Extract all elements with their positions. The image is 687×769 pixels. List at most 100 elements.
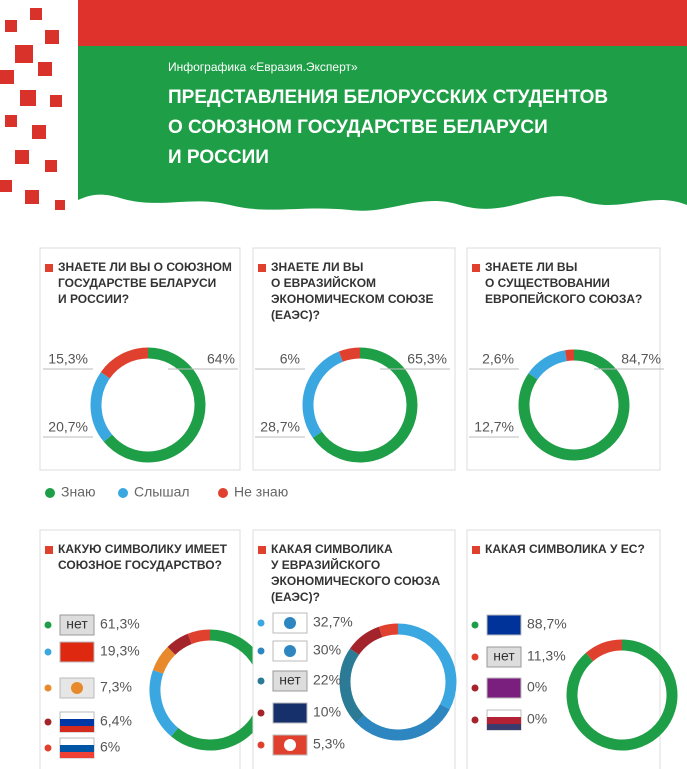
- donut-segment: [302, 351, 344, 438]
- question-title: О СУЩЕСТВОВАНИИ: [485, 276, 610, 290]
- donut-segment: [566, 639, 678, 751]
- title-marker: [45, 546, 53, 554]
- question-title: ЭКОНОМИЧЕСКОМ СОЮЗЕ: [271, 292, 434, 306]
- donut-segment: [339, 648, 365, 723]
- legend-dot: [257, 741, 265, 749]
- flag-emblem: [284, 645, 296, 657]
- donut-segment: [312, 347, 418, 463]
- legend-dot: [471, 716, 479, 724]
- donut-segment: [518, 349, 630, 461]
- donut-segment: [338, 347, 361, 362]
- value-label: 30%: [313, 642, 341, 658]
- badge: [272, 670, 308, 692]
- question-title: ГОСУДАРСТВЕ БЕЛАРУСИ: [58, 276, 216, 290]
- value-label: 0%: [527, 679, 547, 695]
- title-marker: [258, 264, 266, 272]
- question-title: КАКАЯ СИМВОЛИКА: [271, 542, 393, 556]
- question-title: ЕВРОПЕЙСКОГО СОЮЗА?: [485, 291, 642, 306]
- legend-dot: [44, 684, 52, 692]
- legend-dot: [257, 709, 265, 717]
- title: И РОССИИ: [168, 147, 269, 168]
- title-marker: [258, 546, 266, 554]
- legend-label: Не знаю: [234, 484, 288, 500]
- question-title: И РОССИИ?: [58, 292, 129, 306]
- flag-green-band: [78, 46, 687, 211]
- value-label: 20,7%: [48, 419, 88, 435]
- value-label: 28,7%: [260, 419, 300, 435]
- donut-segment: [528, 350, 568, 380]
- flag-stripe: [487, 724, 521, 730]
- value-label: 32,7%: [313, 614, 353, 630]
- legend-dot: [118, 488, 128, 498]
- flag-emblem: [498, 682, 510, 694]
- question-title: СОЮЗНОЕ ГОСУДАРСТВО?: [58, 558, 222, 572]
- flag-stripe: [60, 752, 94, 758]
- flag-stripe: [60, 719, 94, 726]
- question-title: КАКАЯ СИМВОЛИКА У ЕС?: [485, 542, 645, 556]
- question-title: ЗНАЕТЕ ЛИ ВЫ: [485, 260, 577, 274]
- donut-segment: [152, 646, 176, 674]
- donut-segment: [356, 703, 450, 741]
- question-title: У ЕВРАЗИЙСКОГО: [271, 557, 380, 572]
- flag-emblem: [284, 707, 296, 719]
- legend-label: Слышал: [134, 484, 190, 500]
- flag-stripe: [487, 717, 521, 724]
- title: О СОЮЗНОМ ГОСУДАРСТВЕ БЕЛАРУСИ: [168, 117, 548, 138]
- flag-emblem: [71, 646, 83, 658]
- legend-dot: [257, 677, 265, 685]
- value-label: 64%: [207, 351, 235, 367]
- value-label: 61,3%: [100, 616, 140, 632]
- legend-dot: [45, 488, 55, 498]
- flag-emblem: [284, 739, 296, 751]
- value-label: 11,3%: [527, 648, 566, 664]
- value-label: 5,3%: [313, 736, 345, 752]
- legend-dot: [257, 619, 265, 627]
- value-label: 0%: [527, 711, 547, 727]
- legend-dot: [471, 653, 479, 661]
- donut-segment: [187, 629, 211, 645]
- value-label: 2,6%: [482, 351, 514, 367]
- value-label: 88,7%: [527, 616, 567, 632]
- question-title: (ЕАЭС)?: [271, 308, 320, 322]
- title-marker: [472, 264, 480, 272]
- donut-segment: [397, 623, 457, 710]
- subtitle: Инфографика «Евразия.Эксперт»: [168, 60, 358, 74]
- value-label: 22%: [313, 672, 341, 688]
- flag-stripe: [60, 726, 94, 732]
- flag-emblem: [498, 619, 510, 631]
- value-label: 15,3%: [48, 351, 88, 367]
- donut-segment: [167, 633, 193, 655]
- legend-label: Знаю: [61, 484, 95, 500]
- value-label: 7,3%: [100, 679, 132, 695]
- question-title: КАКУЮ СИМВОЛИКУ ИМЕЕТ: [58, 542, 228, 556]
- question-title: ЗНАЕТЕ ЛИ ВЫ О СОЮЗНОМ: [58, 260, 232, 274]
- value-label: 6,4%: [100, 713, 132, 729]
- question-title: ЗНАЕТЕ ЛИ ВЫ: [271, 260, 363, 274]
- flag-red-band: [78, 0, 687, 46]
- flag-stripe: [60, 745, 94, 752]
- value-label: 12,7%: [474, 419, 514, 435]
- badge: [59, 614, 95, 636]
- value-label: 65,3%: [407, 351, 447, 367]
- donut-segment: [103, 347, 206, 463]
- legend-dot: [471, 621, 479, 629]
- donut-segment: [378, 623, 399, 638]
- question-title: О ЕВРАЗИЙСКОМ: [271, 275, 376, 290]
- donut-segment: [585, 639, 623, 662]
- donut-segment: [564, 349, 575, 362]
- flag-emblem: [284, 617, 296, 629]
- category-label: нет: [66, 616, 88, 632]
- legend-dot: [44, 718, 52, 726]
- card: [252, 247, 456, 471]
- legend-dot: [44, 744, 52, 752]
- title-marker: [45, 264, 53, 272]
- question-title: ЭКОНОМИЧЕСКОГО СОЮЗА: [271, 574, 440, 588]
- legend-dot: [218, 488, 228, 498]
- donut-segment: [149, 670, 179, 737]
- category-label: нет: [493, 648, 515, 664]
- donut-segment: [350, 626, 383, 656]
- question-title: (ЕАЭС)?: [271, 590, 320, 604]
- value-label: 6%: [100, 739, 120, 755]
- legend-dot: [44, 621, 52, 629]
